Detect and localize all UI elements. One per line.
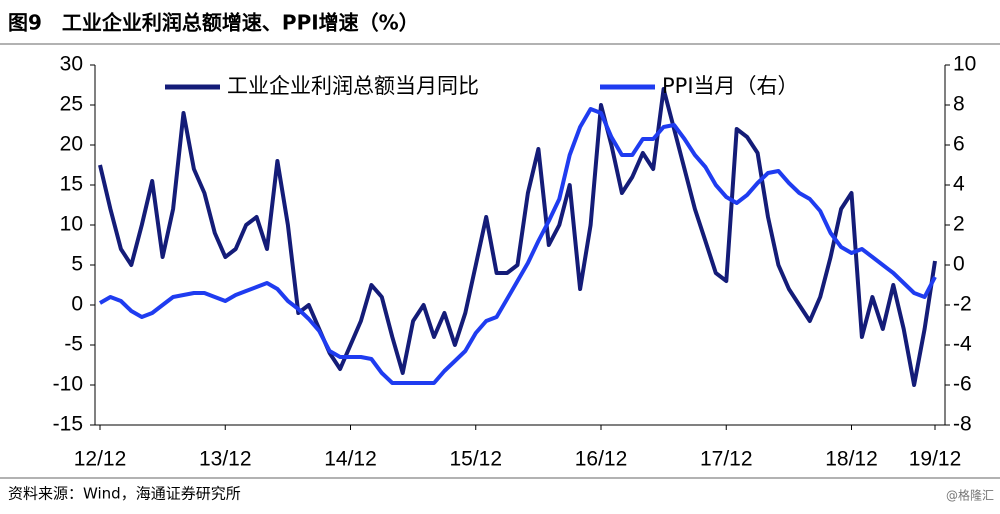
y-tick-label: -10 <box>53 373 83 396</box>
y-tick-label: 20 <box>60 133 83 156</box>
y2-tick-label: -6 <box>953 373 972 396</box>
x-tick-label: 13/12 <box>199 448 252 471</box>
series-line <box>99 107 937 385</box>
y2-tick-label: 0 <box>953 253 965 276</box>
y-tick-label: 0 <box>71 293 83 316</box>
x-tick-label: 17/12 <box>700 448 753 471</box>
x-tick-label: 18/12 <box>825 448 878 471</box>
y-tick-label: 25 <box>60 93 83 116</box>
y-tick-label: 5 <box>71 253 83 276</box>
watermark: @格隆汇 <box>946 488 994 503</box>
x-tick-label: 16/12 <box>575 448 628 471</box>
y2-tick-label: 10 <box>953 53 976 76</box>
legend-label: PPI当月（右） <box>662 74 799 98</box>
x-tick-label: 14/12 <box>324 448 377 471</box>
y2-tick-label: -2 <box>953 293 972 316</box>
series-line <box>98 87 937 387</box>
y2-tick-label: -4 <box>953 333 972 356</box>
y2-tick-label: 2 <box>953 213 965 236</box>
y2-tick-label: 8 <box>953 93 965 116</box>
y-tick-label: 30 <box>60 53 83 76</box>
y2-tick-label: -8 <box>953 413 972 436</box>
y-tick-label: 10 <box>60 213 83 236</box>
y2-tick-label: 6 <box>953 133 965 156</box>
x-tick-label: 15/12 <box>449 448 502 471</box>
x-tick-label: 12/12 <box>74 448 127 471</box>
y2-tick-label: 4 <box>953 173 965 196</box>
legend-label: 工业企业利润总额当月同比 <box>227 74 479 98</box>
y-tick-label: 15 <box>60 173 83 196</box>
y-tick-label: -5 <box>64 333 83 356</box>
chart-title: 图9 工业企业利润总额增速、PPI增速（%） <box>8 11 419 35</box>
x-tick-label: 19/12 <box>909 448 962 471</box>
source: 资料来源：Wind，海通证券研究所 <box>8 485 241 503</box>
y-tick-label: -15 <box>53 413 83 436</box>
